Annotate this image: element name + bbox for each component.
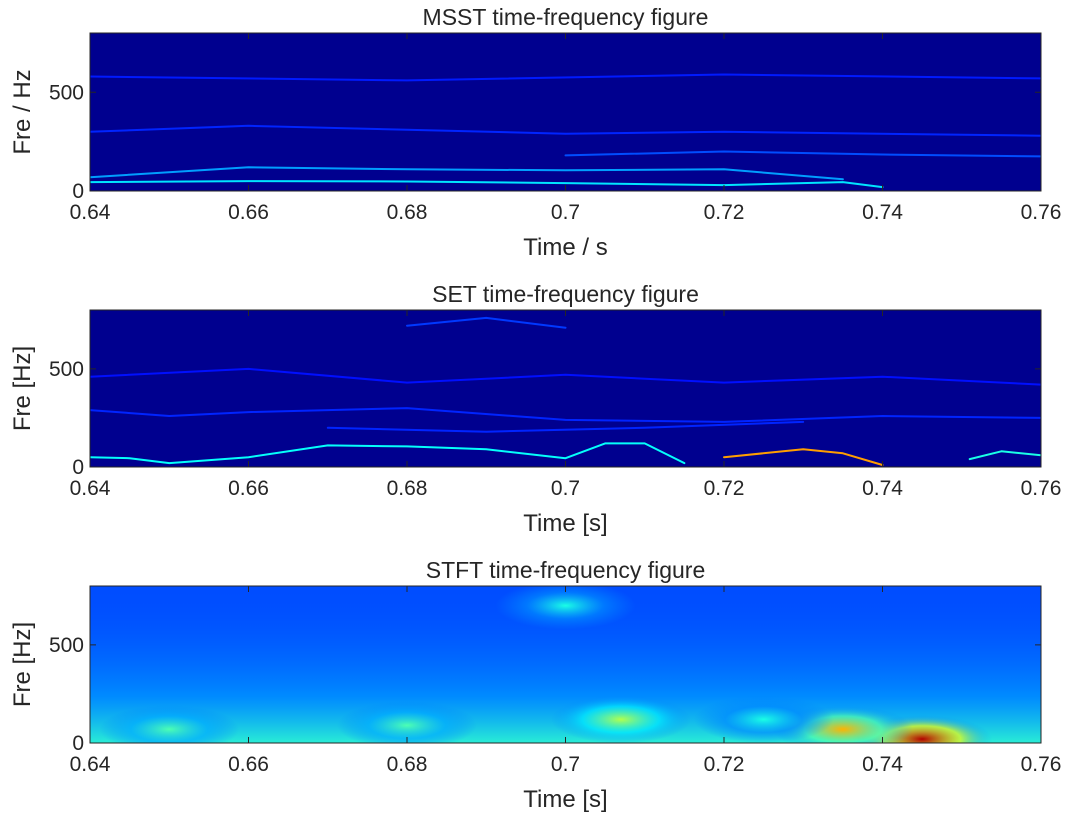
x-tick-label: 0.64: [70, 753, 111, 776]
x-tick-label: 0.7: [551, 201, 580, 224]
chart-title: SET time-frequency figure: [432, 281, 699, 307]
x-tick-label: 0.66: [228, 477, 269, 500]
ridge-line-1: [90, 180, 884, 189]
x-tick-label: 0.72: [704, 477, 745, 500]
y-tick-label: 0: [72, 732, 84, 755]
ridge-line-3: [968, 450, 1041, 461]
x-tick-label: 0.7: [551, 477, 580, 500]
ridge-line-4: [90, 124, 1041, 137]
x-tick-label: 0.68: [387, 477, 428, 500]
y-tick-label: 0: [72, 456, 84, 479]
x-tick-label: 0.74: [862, 753, 903, 776]
x-tick-label: 0.64: [70, 477, 111, 500]
y-axis-label: Fre [Hz]: [9, 346, 36, 431]
ridge-line-2: [90, 166, 844, 181]
x-axis-label: Time [s]: [523, 786, 607, 813]
plot-content: [90, 73, 1041, 189]
ridge-line-1: [90, 442, 686, 465]
ridge-line-4: [90, 407, 1041, 423]
x-tick-label: 0.7: [551, 753, 580, 776]
x-tick-label: 0.66: [228, 201, 269, 224]
x-axis-label: Time [s]: [523, 510, 607, 537]
x-tick-label: 0.76: [1021, 477, 1062, 500]
chart-title: MSST time-frequency figure: [423, 4, 709, 30]
hotspot-6: [693, 695, 834, 743]
panel-3: 0.64 0.66 0.68 0.7 0.72 0.74 0.76 0 500 STFT time…: [9, 557, 1061, 813]
hotspot-3: [550, 695, 691, 743]
x-tick-label: 0.72: [704, 201, 745, 224]
plot-content: [90, 586, 1041, 743]
y-tick-label: 0: [72, 180, 84, 203]
y-tick-label: 500: [49, 358, 84, 381]
x-tick-label: 0.72: [704, 753, 745, 776]
ridge-line-3: [564, 150, 1041, 158]
plot-background: [90, 310, 1041, 467]
y-tick-label: 500: [49, 634, 84, 657]
y-axis-label: Fre [Hz]: [9, 622, 36, 707]
x-axis-label: Time / s: [523, 234, 607, 261]
ridge-line-6: [90, 367, 1041, 386]
y-axis-label: Fre / Hz: [9, 69, 36, 154]
hotspot-7: [495, 586, 636, 630]
ridge-line-5: [326, 420, 805, 433]
panel-1: 0.64 0.66 0.68 0.7 0.72 0.74 0.76 0 500 MSST time…: [9, 4, 1061, 261]
x-tick-label: 0.64: [70, 201, 111, 224]
hotspot-5: [99, 705, 240, 743]
x-tick-label: 0.76: [1021, 753, 1062, 776]
chart-title: STFT time-frequency figure: [426, 557, 706, 583]
ridge-line-7: [406, 316, 567, 329]
plot-background: [90, 33, 1041, 191]
panel-2: 0.64 0.66 0.68 0.7 0.72 0.74 0.76 0 500 SET time-…: [9, 281, 1061, 537]
ridge-line-2: [723, 448, 884, 466]
x-tick-label: 0.74: [862, 477, 903, 500]
x-tick-label: 0.66: [228, 753, 269, 776]
x-tick-label: 0.68: [387, 201, 428, 224]
x-tick-label: 0.76: [1021, 201, 1062, 224]
x-tick-label: 0.68: [387, 753, 428, 776]
x-tick-label: 0.74: [862, 201, 903, 224]
ridge-line-5: [90, 73, 1041, 82]
hotspot-4: [337, 701, 477, 743]
y-tick-label: 500: [49, 81, 84, 104]
plot-content: [90, 316, 1041, 466]
